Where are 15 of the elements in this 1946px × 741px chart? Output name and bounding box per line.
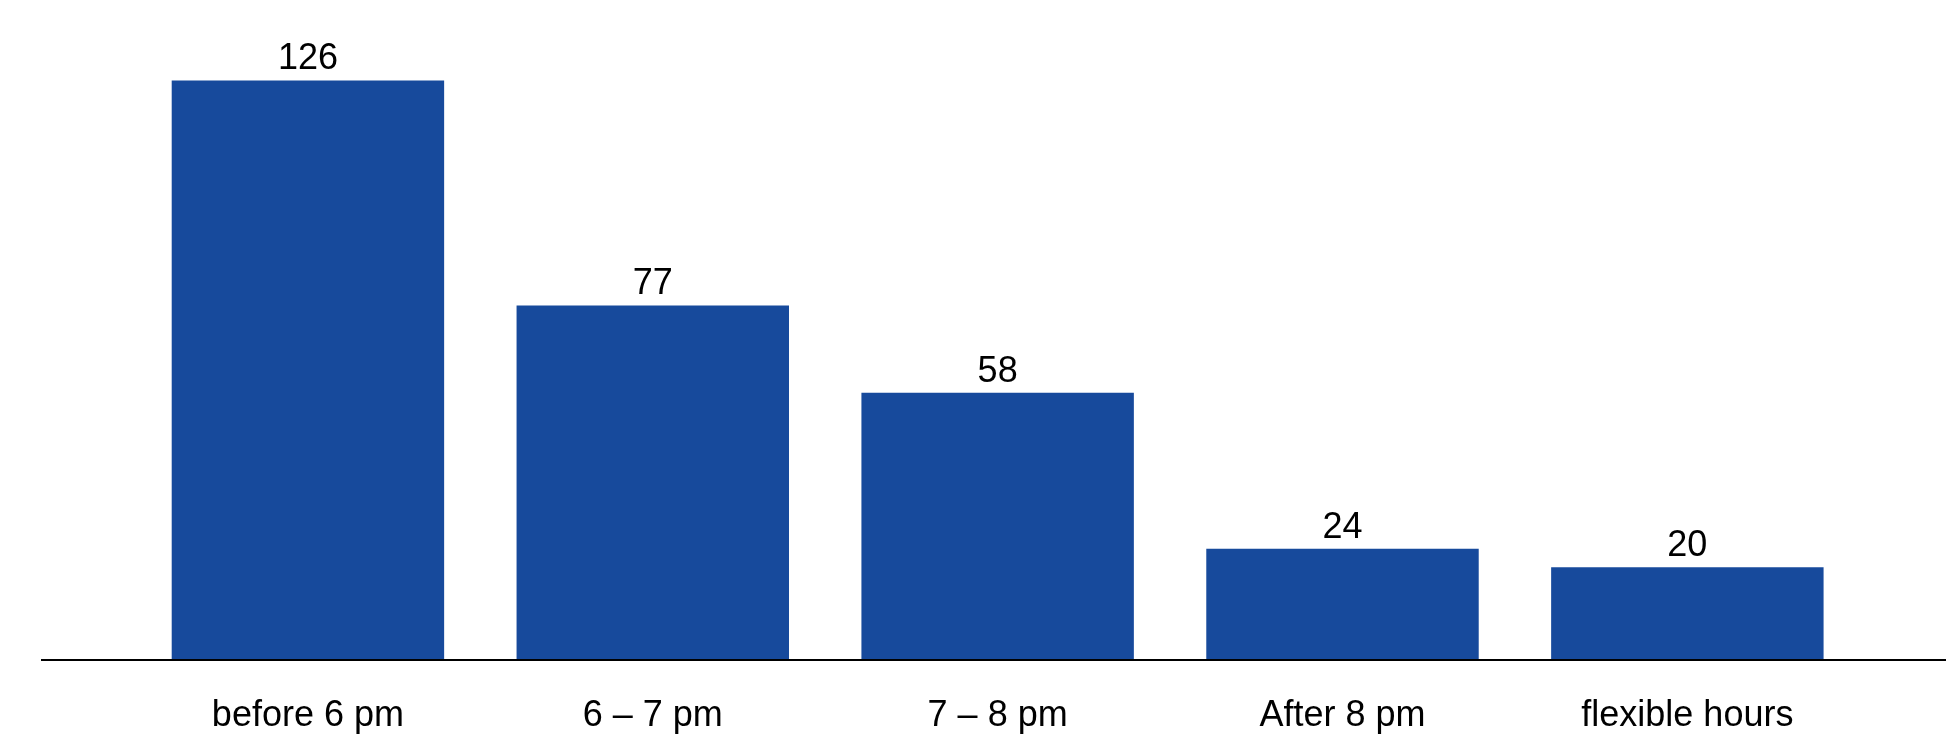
x-tick-label: After 8 pm	[1259, 692, 1426, 734]
x-tick-label: 6 – 7 pm	[582, 692, 723, 734]
data-label: 24	[1322, 504, 1363, 546]
bar	[861, 392, 1134, 659]
bar	[516, 305, 789, 659]
bar	[171, 80, 445, 659]
data-label: 58	[977, 348, 1018, 390]
bar	[1206, 548, 1479, 659]
x-tick-label: before 6 pm	[211, 692, 404, 734]
data-label: 77	[632, 261, 673, 303]
x-tick-label: flexible hours	[1581, 692, 1794, 734]
data-label: 126	[277, 36, 338, 78]
x-tick-label: 7 – 8 pm	[927, 692, 1068, 734]
data-label: 20	[1667, 523, 1708, 565]
bar	[1551, 567, 1824, 659]
